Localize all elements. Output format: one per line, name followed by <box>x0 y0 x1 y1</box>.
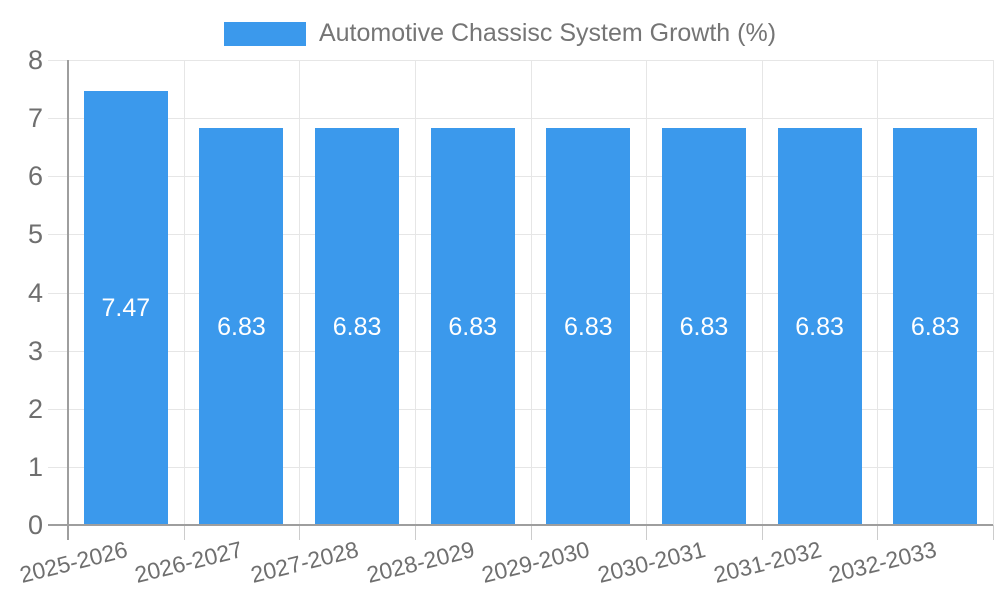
x-axis-label: 2028-2029 <box>363 536 477 588</box>
gridline-vertical <box>993 60 994 525</box>
y-axis-tick-label: 5 <box>27 219 43 250</box>
y-axis-tick-label: 6 <box>27 161 43 192</box>
bar[interactable] <box>315 128 400 525</box>
gridline-vertical <box>761 60 763 525</box>
bar-value-label: 6.83 <box>679 312 729 341</box>
legend: Automotive Chassisc System Growth (%) <box>0 19 1000 48</box>
x-axis-baseline <box>48 524 993 526</box>
x-axis-label: 2029-2030 <box>479 536 593 588</box>
gridline-horizontal <box>48 234 993 236</box>
y-axis-tick-label: 8 <box>27 45 43 75</box>
gridline-horizontal <box>48 118 993 120</box>
x-axis-tick <box>761 525 763 540</box>
gridline-horizontal <box>48 60 993 61</box>
x-axis-tick <box>993 525 994 540</box>
x-axis-label: 2030-2031 <box>594 536 708 588</box>
bar[interactable] <box>661 128 746 525</box>
bar-value-label: 6.83 <box>910 312 960 341</box>
x-axis-tick <box>877 525 879 540</box>
bar-value-label: 6.83 <box>448 312 498 341</box>
gridline-horizontal <box>48 176 993 178</box>
gridline-horizontal <box>48 350 993 352</box>
bar-value-label: 7.47 <box>101 293 151 322</box>
legend-label: Automotive Chassisc System Growth (%) <box>318 19 777 47</box>
x-axis-label: 2025-2026 <box>16 536 130 588</box>
legend-swatch <box>223 21 306 46</box>
y-axis-tick-label: 4 <box>27 277 43 308</box>
y-axis-tick-label: 3 <box>27 335 43 366</box>
gridline-horizontal <box>48 408 993 410</box>
x-axis-tick <box>414 525 416 540</box>
gridline-vertical <box>877 60 879 525</box>
bar-value-label: 6.83 <box>795 312 844 341</box>
y-axis-line <box>67 60 69 540</box>
gridline-vertical <box>646 60 648 525</box>
bar[interactable] <box>83 90 168 525</box>
x-axis-tick <box>646 525 648 540</box>
y-axis-tick-label: 7 <box>27 103 43 134</box>
gridline-vertical <box>183 60 185 525</box>
gridline-vertical <box>530 60 532 525</box>
bar-value-label: 6.83 <box>563 312 613 341</box>
gridline-vertical <box>414 60 416 525</box>
x-axis-label: 2031-2032 <box>710 536 824 588</box>
x-axis-tick <box>299 525 301 540</box>
bar[interactable] <box>546 128 631 525</box>
bar-value-label: 6.83 <box>332 312 382 341</box>
x-axis-label: 2027-2028 <box>248 536 362 588</box>
bar-value-label: 6.83 <box>217 312 266 341</box>
gridline-vertical <box>299 60 301 525</box>
x-axis-label: 2032-2033 <box>826 536 940 588</box>
bar[interactable] <box>893 128 978 525</box>
y-axis-tick-label: 0 <box>27 510 43 540</box>
bar[interactable] <box>777 128 862 525</box>
x-axis-tick <box>530 525 532 540</box>
bar[interactable] <box>430 128 515 525</box>
y-axis-tick-label: 2 <box>27 393 43 424</box>
gridline-horizontal <box>48 292 993 294</box>
y-axis-tick-label: 1 <box>27 451 43 482</box>
gridline-horizontal <box>48 466 993 468</box>
bar[interactable] <box>199 128 284 525</box>
x-axis-tick <box>183 525 185 540</box>
x-axis-label: 2026-2027 <box>132 536 246 588</box>
